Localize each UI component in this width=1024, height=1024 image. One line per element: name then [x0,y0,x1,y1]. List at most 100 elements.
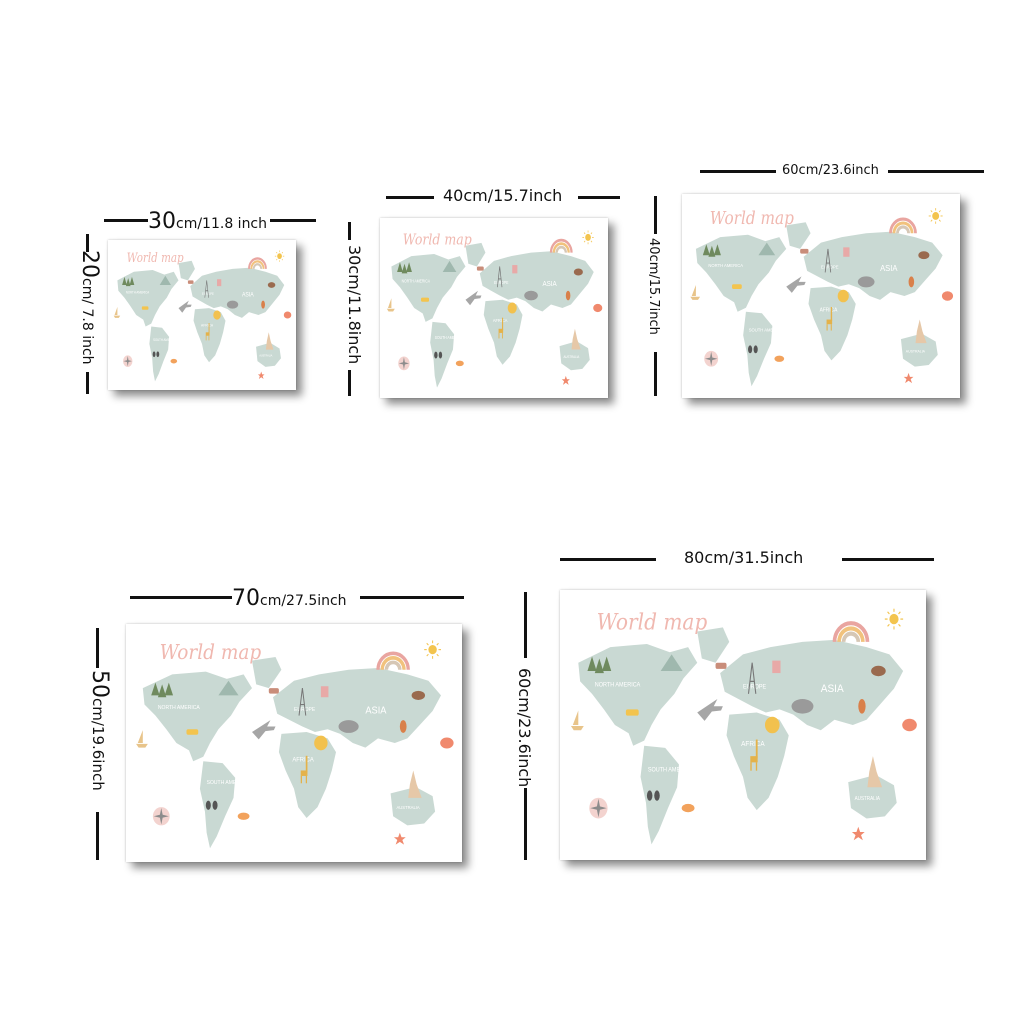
lion-icon [213,310,221,320]
tree-icons [122,276,135,287]
rainbow-icon [549,238,573,253]
starfish-icon [561,375,570,385]
starfish-icon [851,826,865,841]
mountain-icon [442,260,457,272]
rainbow-icon [889,217,917,234]
label-africa: AFRICA [493,317,508,322]
sailboat-icon [136,730,148,748]
height-label-60: 60cm/23.6inch [515,668,534,788]
taxi-icon [141,306,149,310]
label-australia: AUSTRALIA [906,349,926,353]
height-rule-bottom [348,370,351,396]
poster-60x40: World map NORTH AMERICA SOUTH AMERICA EU… [682,194,960,398]
map-title: World map [403,231,472,248]
sun-icon [274,250,285,262]
fox-icon [858,699,866,714]
sun-icon [884,608,904,630]
width-rule-right [578,196,620,199]
label-asia: ASIA [242,292,254,299]
south-america-shape [640,745,679,845]
height-label-50: 50cm/19.6inch [87,670,112,791]
taxi-icon [421,297,430,302]
width-rule-left [700,170,776,173]
kangaroo-icon [265,332,274,350]
fox-icon [399,720,407,733]
temple-icon [772,660,781,674]
height-rule-top [96,628,99,668]
sun-icon [928,208,943,224]
fish-icon [774,355,785,362]
sailboat-icon [570,710,584,731]
width-rule-right [360,596,464,599]
bear-icon [918,251,930,260]
lion-icon [507,302,517,314]
north-america-shape [117,270,179,327]
eiffel-tower-icon [497,266,503,288]
kangaroo-icon [571,328,581,350]
eiffel-tower-icon [204,280,209,298]
kangaroo-icon [408,770,422,798]
bear-icon [267,282,276,288]
poster-70x50: World map NORTH AMERICA SOUTH AMERICA EU… [126,624,462,862]
height-rule-top [524,592,527,658]
lion-icon [837,289,849,303]
height-rule-bottom [86,372,89,394]
penguin-icons [646,790,660,801]
taxi-icon [625,709,639,716]
label-australia: AUSTRALIA [396,805,419,810]
width-rule-left [104,219,148,222]
eurasia-shape [803,231,943,300]
south-america-shape [743,311,773,387]
width-rule-left [560,558,656,561]
plane-icon [465,290,482,306]
starfish-icon [393,832,406,845]
taxi-icon [732,284,742,289]
whale-icon [593,303,603,313]
label-south-america: SOUTH AMERICA [435,336,464,340]
lion-icon [314,735,328,751]
height-rule-top [86,234,89,252]
world-map-illustration: World map NORTH AMERICA SOUTH AMERICA EU… [386,230,603,388]
fish-icon [237,812,250,820]
whale-icon [902,718,917,732]
greenland-shape [697,627,730,663]
label-australia: AUSTRALIA [564,355,581,359]
width-rule-left [130,596,232,599]
label-south-america: SOUTH AMERICA [749,327,783,332]
map-title: World map [710,208,795,228]
world-map-illustration: World map NORTH AMERICA SOUTH AMERICA EU… [113,250,292,382]
penguin-icons [748,345,758,354]
australia-shape [559,341,590,371]
north-america-shape [391,254,466,322]
compass-icon [123,355,133,367]
penguin-icons [152,351,160,358]
fox-icon [261,300,265,309]
height-rule-bottom [524,788,527,860]
map-title: World map [160,640,262,664]
elephant-icon [524,290,538,301]
north-america-shape [578,644,698,746]
elephant-icon [338,720,359,733]
height-rule-bottom [654,352,657,396]
tree-icons [702,244,721,257]
australia-shape [900,333,938,367]
width-rule-left [386,196,434,199]
elephant-icon [857,276,875,288]
rainbow-icon [248,257,267,270]
africa-shape [726,712,789,811]
world-map-illustration: World map NORTH AMERICA SOUTH AMERICA EU… [136,640,454,849]
map-title: World map [597,609,708,636]
label-asia: ASIA [821,682,845,695]
eurasia-shape [190,267,285,318]
kangaroo-icon [915,319,927,344]
label-asia: ASIA [880,263,898,273]
compass-icon [398,356,410,371]
width-rule-right [888,170,984,173]
width-label-30: 30cm/11.8 inch [148,209,268,234]
fox-icon [565,290,571,301]
mountain-icon [159,275,171,285]
label-africa: AFRICA [201,323,214,327]
compass-icon [152,807,170,826]
giraffe-icon [205,323,210,341]
sailboat-icon [113,306,121,318]
